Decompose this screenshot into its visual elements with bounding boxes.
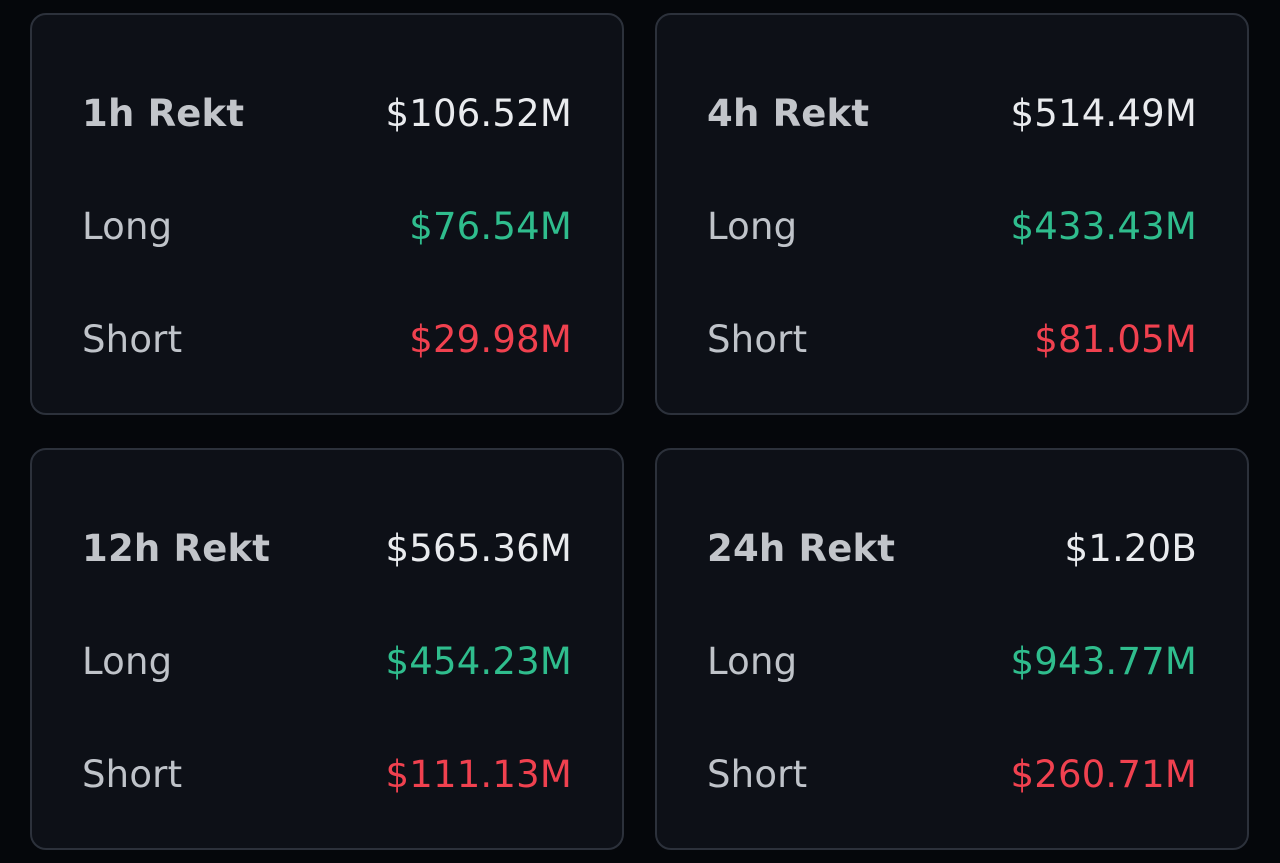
card-title: 12h Rekt (82, 526, 271, 570)
short-value: $29.98M (409, 317, 572, 361)
long-label: Long (707, 639, 798, 683)
total-row: 24h Rekt $1.20B (707, 523, 1197, 573)
short-row: Short $111.13M (82, 749, 572, 799)
total-row: 12h Rekt $565.36M (82, 523, 572, 573)
long-value: $454.23M (385, 639, 572, 683)
long-value: $943.77M (1010, 639, 1197, 683)
total-value: $514.49M (1010, 91, 1197, 135)
long-label: Long (82, 204, 173, 248)
long-row: Long $943.77M (707, 636, 1197, 686)
short-label: Short (82, 752, 183, 796)
card-title: 1h Rekt (82, 91, 245, 135)
short-value: $260.71M (1010, 752, 1197, 796)
total-value: $1.20B (1064, 526, 1197, 570)
total-value: $565.36M (385, 526, 572, 570)
long-value: $433.43M (1010, 204, 1197, 248)
short-value: $111.13M (385, 752, 572, 796)
short-label: Short (707, 317, 808, 361)
short-label: Short (707, 752, 808, 796)
rekt-card-24h[interactable]: 24h Rekt $1.20B Long $943.77M Short $260… (655, 448, 1249, 850)
rekt-card-1h[interactable]: 1h Rekt $106.52M Long $76.54M Short $29.… (30, 13, 624, 415)
total-row: 4h Rekt $514.49M (707, 88, 1197, 138)
short-row: Short $81.05M (707, 314, 1197, 364)
long-value: $76.54M (409, 204, 572, 248)
card-title: 4h Rekt (707, 91, 870, 135)
long-row: Long $454.23M (82, 636, 572, 686)
total-value: $106.52M (385, 91, 572, 135)
short-row: Short $29.98M (82, 314, 572, 364)
long-label: Long (82, 639, 173, 683)
card-title: 24h Rekt (707, 526, 896, 570)
rekt-card-12h[interactable]: 12h Rekt $565.36M Long $454.23M Short $1… (30, 448, 624, 850)
short-label: Short (82, 317, 183, 361)
long-row: Long $433.43M (707, 201, 1197, 251)
long-row: Long $76.54M (82, 201, 572, 251)
short-row: Short $260.71M (707, 749, 1197, 799)
rekt-card-4h[interactable]: 4h Rekt $514.49M Long $433.43M Short $81… (655, 13, 1249, 415)
total-row: 1h Rekt $106.52M (82, 88, 572, 138)
short-value: $81.05M (1034, 317, 1197, 361)
long-label: Long (707, 204, 798, 248)
